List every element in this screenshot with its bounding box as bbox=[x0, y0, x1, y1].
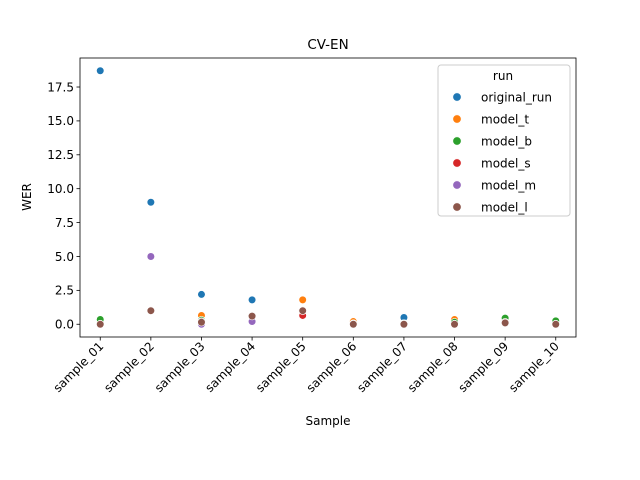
point-model_l bbox=[247, 312, 257, 321]
legend-marker-model_s bbox=[452, 158, 462, 168]
x-tick-label: sample_03 bbox=[152, 339, 208, 395]
y-tick-label: 7.5 bbox=[55, 216, 74, 230]
legend-marker-original_run bbox=[452, 92, 462, 102]
point-original_run bbox=[197, 290, 206, 299]
point-original_run bbox=[146, 198, 155, 207]
plot-frame bbox=[79, 57, 577, 338]
point-model_l bbox=[96, 320, 105, 329]
legend-marker-model_m bbox=[452, 180, 462, 190]
legend-marker-model_t bbox=[452, 114, 462, 124]
legend-label-model_m: model_m bbox=[481, 179, 536, 193]
data-points bbox=[96, 66, 560, 329]
point-model_l bbox=[349, 320, 358, 329]
point-model_l bbox=[146, 306, 155, 315]
y-tick-label: 17.5 bbox=[47, 80, 74, 94]
point-model_l bbox=[501, 318, 510, 328]
chart-title: CV-EN bbox=[307, 37, 348, 53]
point-model_l bbox=[298, 306, 307, 315]
x-tick-label: sample_02 bbox=[101, 339, 157, 395]
x-tick-label: sample_09 bbox=[455, 339, 511, 395]
point-model_l bbox=[551, 320, 560, 329]
y-axis: 0.0 2.5 5.0 7.5 10.0 12.5 15.0 17.5 bbox=[47, 80, 80, 332]
legend-label-model_t: model_t bbox=[481, 113, 529, 127]
point-model_l bbox=[450, 320, 459, 329]
point-model_l bbox=[399, 320, 409, 329]
x-axis: sample_01sample_02sample_03sample_04samp… bbox=[51, 337, 562, 395]
x-tick-label: sample_04 bbox=[202, 339, 258, 395]
point-original_run bbox=[96, 66, 105, 75]
legend-label-original_run: original_run bbox=[481, 91, 552, 105]
point-model_m bbox=[146, 252, 155, 261]
legend-label-model_b: model_b bbox=[481, 135, 532, 149]
y-tick-label: 5.0 bbox=[55, 250, 74, 264]
legend-marker-model_b bbox=[452, 136, 462, 146]
x-axis-title: Sample bbox=[306, 414, 351, 428]
point-original_run bbox=[247, 295, 257, 304]
legend-marker-model_l bbox=[452, 202, 462, 212]
y-tick-label: 0.0 bbox=[55, 318, 74, 332]
y-tick-label: 10.0 bbox=[47, 182, 74, 196]
x-tick-label: sample_01 bbox=[51, 339, 107, 395]
y-tick-label: 12.5 bbox=[47, 148, 74, 162]
legend: run original_run model_t model_b model_smod… bbox=[437, 64, 571, 217]
legend-title: run bbox=[493, 69, 513, 83]
x-tick-label: sample_08 bbox=[405, 339, 461, 395]
x-tick-label: sample_06 bbox=[304, 339, 360, 395]
x-tick-label: sample_10 bbox=[506, 339, 562, 395]
y-axis-title: WER bbox=[20, 183, 34, 211]
y-tick-label: 2.5 bbox=[55, 284, 74, 298]
x-tick-label: sample_07 bbox=[354, 339, 410, 395]
x-tick-label: sample_05 bbox=[253, 339, 309, 395]
y-tick-label: 15.0 bbox=[47, 114, 74, 128]
point-model_t bbox=[298, 295, 307, 304]
legend-label-model_l: model_l bbox=[481, 201, 528, 215]
legend-box bbox=[437, 64, 571, 217]
legend-label-model_s: model_s bbox=[481, 157, 531, 171]
point-model_l bbox=[197, 318, 206, 327]
